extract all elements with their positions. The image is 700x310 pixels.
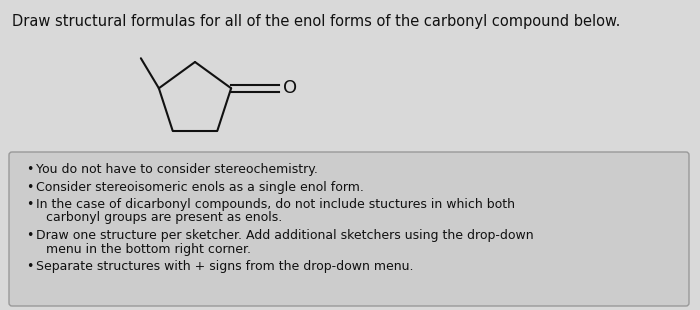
Text: menu in the bottom right corner.: menu in the bottom right corner. [46,242,251,255]
Text: O: O [283,79,298,97]
Text: Draw one structure per sketcher. Add additional sketchers using the drop-down: Draw one structure per sketcher. Add add… [36,229,533,242]
Text: Consider stereoisomeric enols as a single enol form.: Consider stereoisomeric enols as a singl… [36,180,364,193]
Text: carbonyl groups are present as enols.: carbonyl groups are present as enols. [46,211,282,224]
Text: •: • [26,198,34,211]
Text: You do not have to consider stereochemistry.: You do not have to consider stereochemis… [36,163,318,176]
Text: Separate structures with + signs from the drop-down menu.: Separate structures with + signs from th… [36,260,414,273]
Text: •: • [26,163,34,176]
Text: •: • [26,229,34,242]
Text: •: • [26,180,34,193]
FancyBboxPatch shape [9,152,689,306]
Text: •: • [26,260,34,273]
Text: Draw structural formulas for all of the enol forms of the carbonyl compound belo: Draw structural formulas for all of the … [12,14,620,29]
Text: In the case of dicarbonyl compounds, do not include stuctures in which both: In the case of dicarbonyl compounds, do … [36,198,515,211]
